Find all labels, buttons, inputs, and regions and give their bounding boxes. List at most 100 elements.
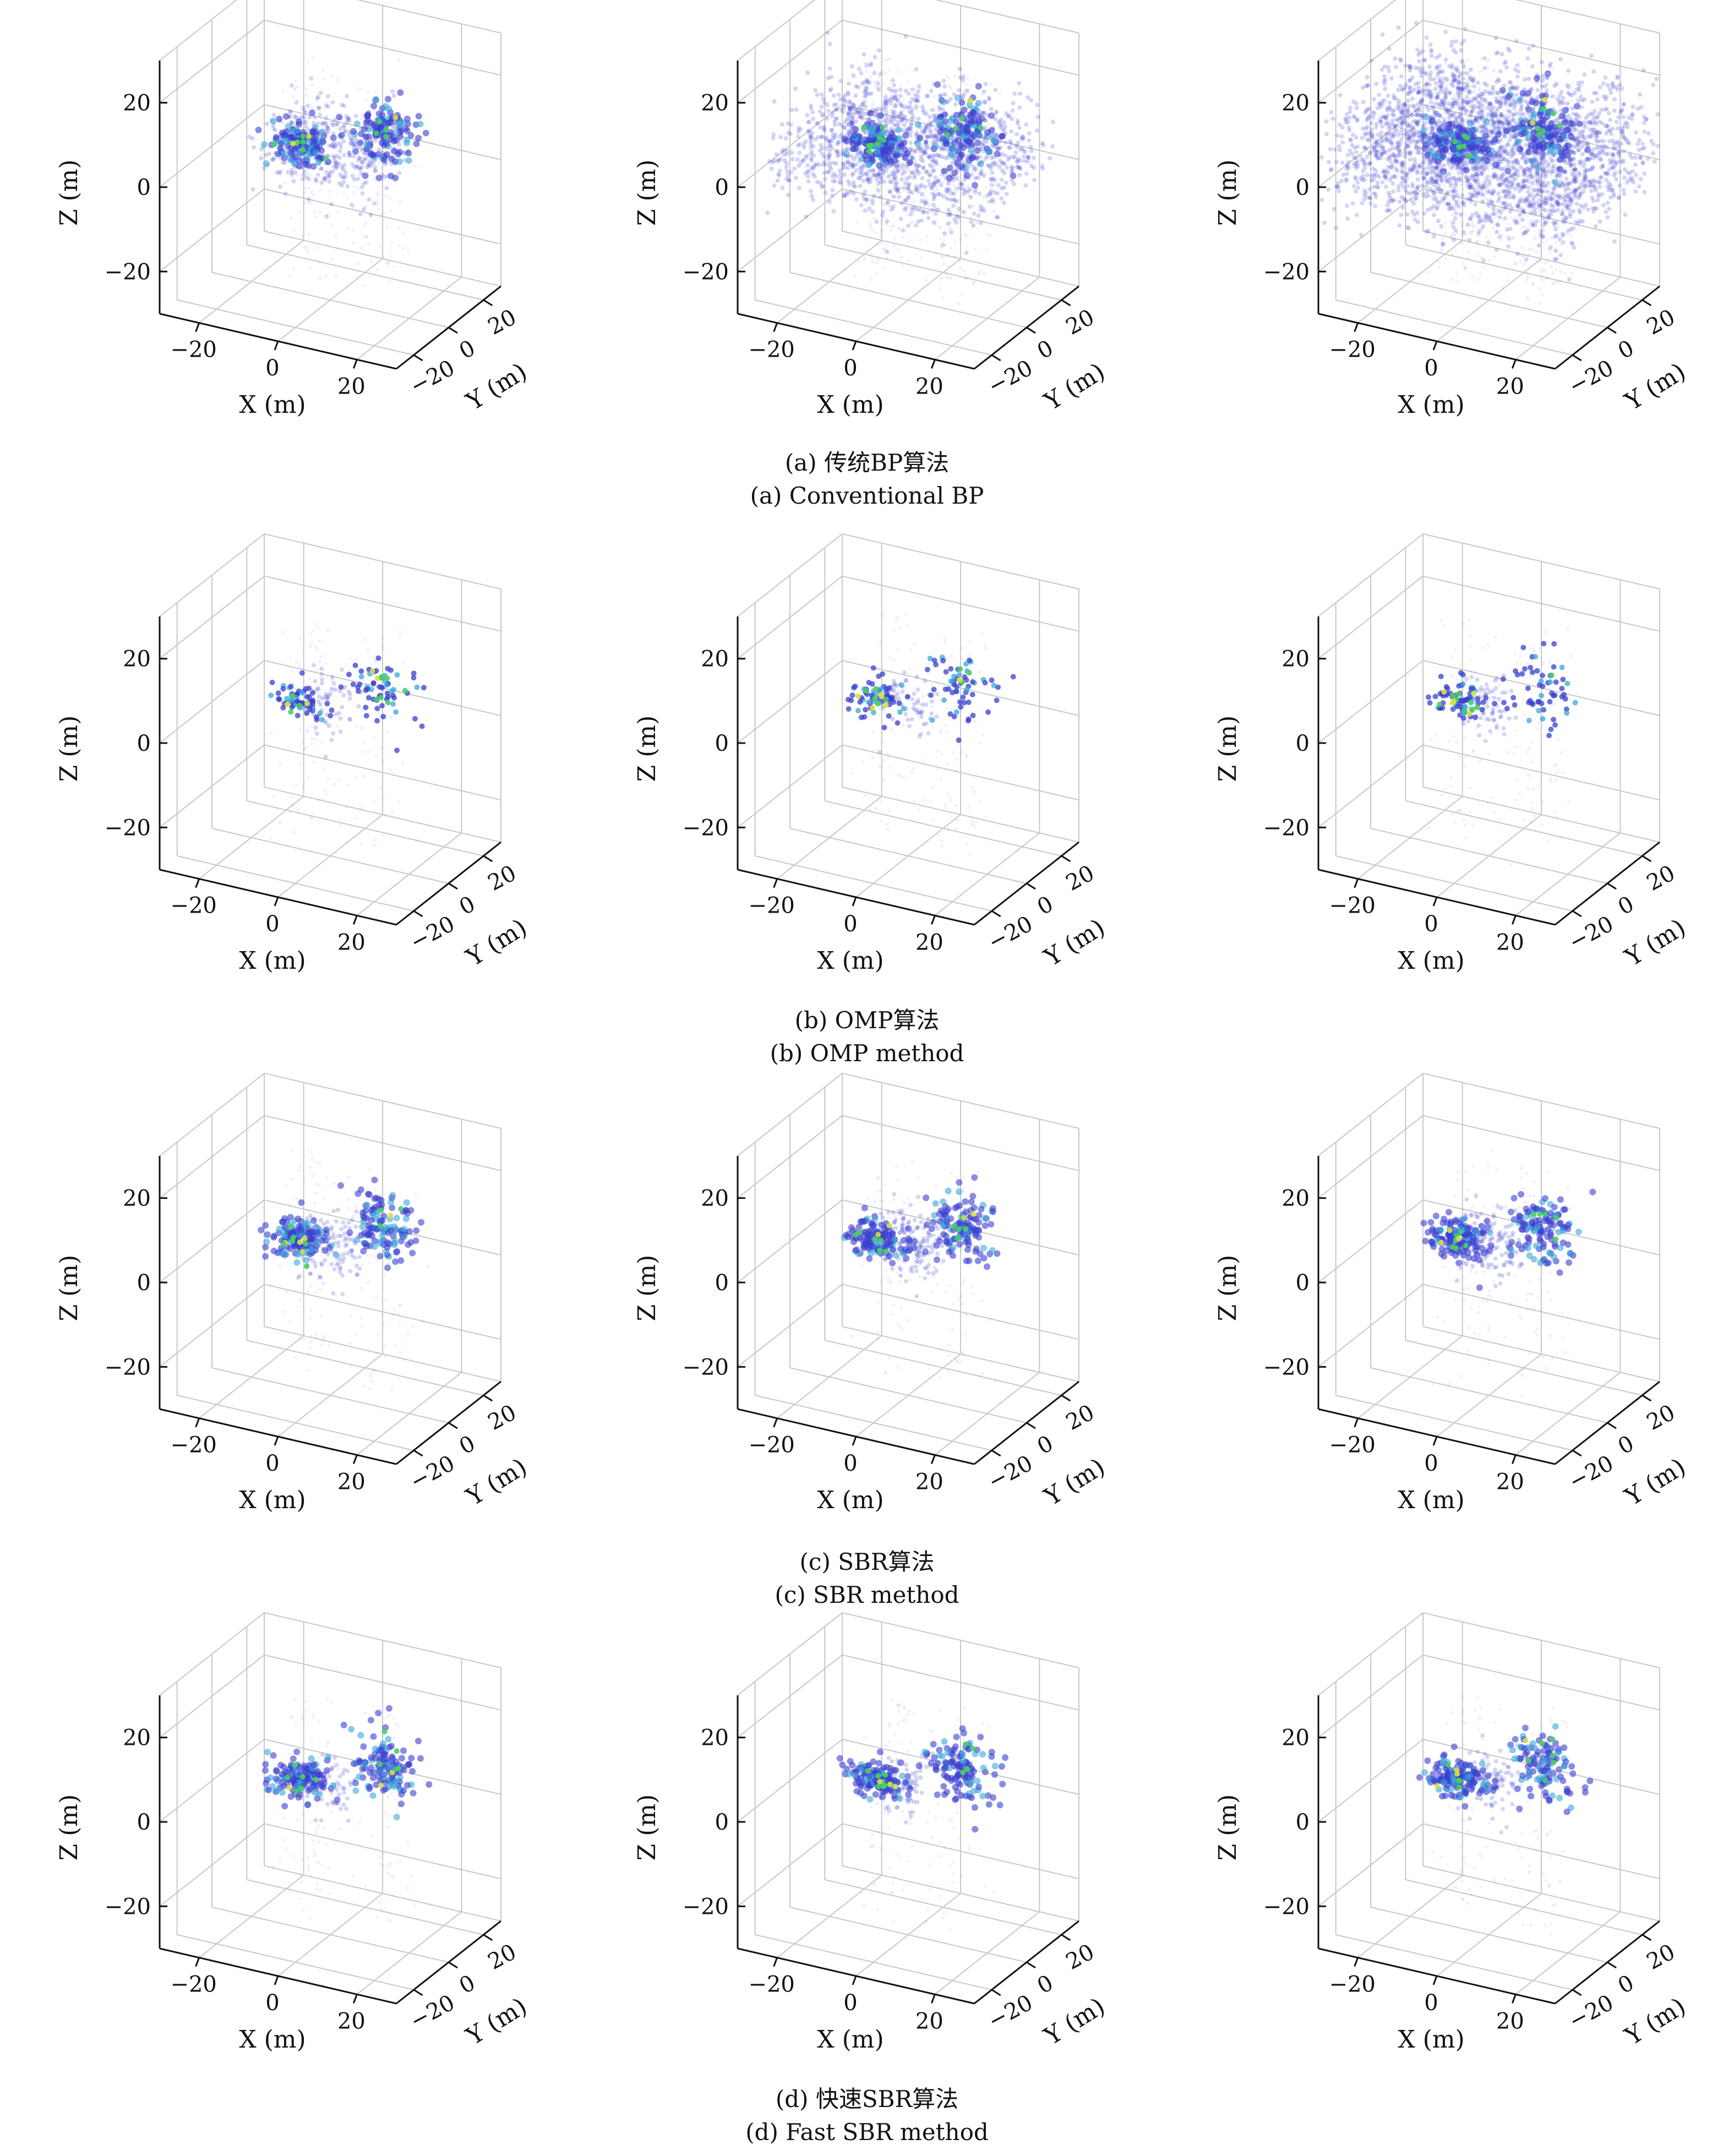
point-broad — [811, 172, 816, 177]
point-faint — [1438, 193, 1442, 197]
point-broad — [984, 139, 989, 144]
point-broad — [876, 81, 880, 86]
point-faint — [1569, 98, 1573, 102]
point-broad — [294, 100, 299, 105]
point-broad — [806, 120, 811, 125]
point-broad — [934, 152, 939, 157]
point-broad — [289, 83, 294, 88]
point-faint — [1509, 216, 1513, 220]
point-faint — [981, 92, 985, 96]
point-faint — [1443, 231, 1447, 234]
point-faint — [933, 223, 937, 227]
point-faint — [318, 189, 322, 193]
point-broad — [876, 188, 881, 193]
point-peak — [861, 124, 867, 130]
point-faint — [308, 173, 312, 177]
point-broad — [342, 152, 347, 157]
point-broad — [373, 168, 378, 173]
point-broad — [793, 86, 798, 91]
z-tick-label: 0 — [715, 175, 729, 200]
point-broad — [1451, 220, 1455, 225]
point-broad — [1616, 196, 1621, 201]
point-faint — [315, 259, 319, 263]
point-faint — [318, 277, 322, 280]
point-faint — [910, 219, 914, 223]
point-faint — [354, 167, 358, 171]
point-broad — [1351, 184, 1356, 189]
point-faint — [306, 250, 310, 254]
point-broad — [925, 135, 930, 140]
point-broad — [1612, 173, 1617, 178]
point-broad — [1607, 206, 1612, 211]
point-faint — [1548, 251, 1552, 255]
point-broad — [351, 154, 356, 159]
point-broad — [983, 81, 988, 86]
point-broad — [944, 196, 949, 201]
point-faint — [292, 116, 296, 120]
point-broad — [817, 109, 822, 114]
point-broad — [272, 156, 277, 161]
point-faint — [324, 274, 328, 277]
point-broad — [928, 122, 933, 127]
point-broad — [827, 41, 832, 46]
point-faint — [981, 195, 985, 199]
point-broad — [1604, 210, 1608, 215]
point-broad — [383, 162, 388, 167]
point-broad — [955, 214, 959, 219]
point-faint — [1440, 237, 1444, 241]
point-broad — [315, 96, 320, 101]
point-broad — [1027, 131, 1032, 136]
point-broad — [1408, 157, 1413, 162]
point-faint — [361, 112, 365, 116]
point-faint — [950, 276, 953, 280]
point-faint — [958, 238, 962, 242]
point-broad — [1431, 197, 1436, 201]
point-broad — [1379, 124, 1384, 129]
point-broad — [1582, 137, 1586, 142]
point-broad — [784, 169, 789, 174]
point-broad — [809, 152, 814, 157]
point-faint — [1437, 260, 1441, 264]
point-target — [413, 140, 420, 148]
point-broad — [342, 123, 347, 128]
point-broad — [351, 143, 356, 148]
point-faint — [307, 233, 311, 237]
point-broad — [949, 230, 953, 235]
point-broad — [1506, 244, 1511, 249]
point-broad — [1368, 150, 1373, 155]
point-broad — [1460, 193, 1465, 198]
point-faint — [292, 87, 296, 91]
point-faint — [948, 210, 952, 214]
point-broad — [838, 79, 843, 84]
point-broad — [892, 187, 897, 192]
point-broad — [338, 127, 342, 132]
point-faint — [1507, 223, 1511, 227]
point-broad — [830, 188, 835, 193]
point-broad — [278, 169, 283, 174]
point-target — [380, 156, 388, 163]
point-broad — [329, 143, 334, 148]
point-faint — [913, 160, 917, 163]
point-target — [319, 128, 326, 135]
point-broad — [882, 179, 887, 184]
point-target — [270, 118, 277, 124]
point-broad — [1035, 103, 1040, 107]
point-broad — [907, 174, 912, 179]
point-faint — [296, 85, 299, 89]
point-faint — [351, 241, 355, 245]
point-broad — [349, 137, 354, 141]
point-broad — [1463, 26, 1468, 31]
point-broad — [947, 211, 952, 216]
point-faint — [1485, 59, 1489, 63]
point-broad — [989, 183, 994, 187]
point-broad — [345, 94, 350, 99]
point-broad — [868, 176, 873, 181]
point-target — [293, 127, 301, 134]
point-broad — [815, 179, 820, 184]
point-faint — [397, 58, 401, 62]
point-faint — [380, 166, 383, 170]
point-broad — [834, 102, 838, 107]
point-target — [991, 137, 998, 144]
point-broad — [1449, 43, 1454, 48]
point-target — [865, 161, 873, 168]
